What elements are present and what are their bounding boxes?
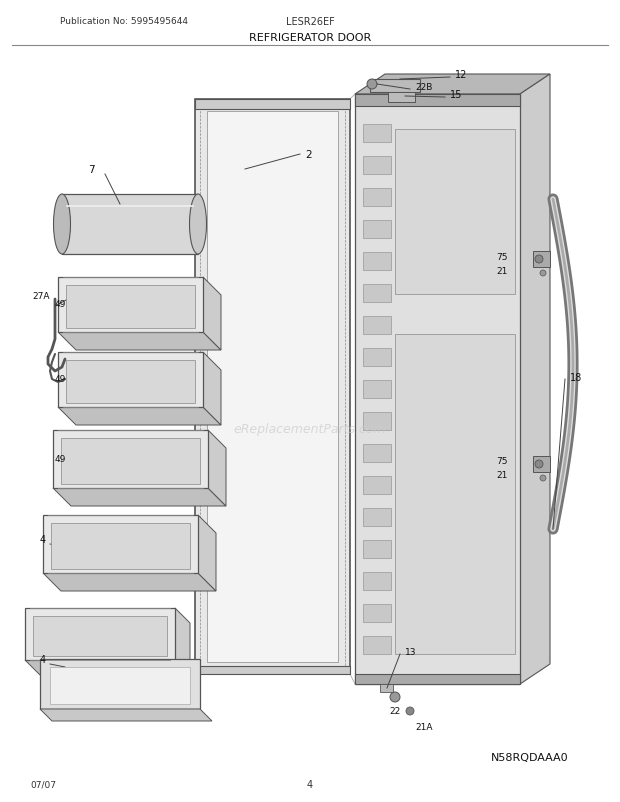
Polygon shape [395,130,515,294]
Polygon shape [203,353,221,426]
Ellipse shape [190,195,206,255]
Polygon shape [58,407,221,426]
Text: 15: 15 [450,90,463,100]
Circle shape [367,80,377,90]
Polygon shape [363,573,391,590]
Text: 22B: 22B [415,83,432,91]
Text: 4: 4 [307,779,313,789]
Circle shape [535,256,543,264]
Text: 21: 21 [497,471,508,480]
Polygon shape [533,456,550,472]
Polygon shape [388,93,415,103]
Text: 18: 18 [570,373,582,383]
Polygon shape [363,636,391,654]
Polygon shape [363,444,391,463]
Polygon shape [43,516,198,573]
Polygon shape [363,188,391,207]
Polygon shape [520,75,550,684]
Polygon shape [203,277,221,350]
Polygon shape [355,75,550,95]
Polygon shape [395,334,515,654]
Polygon shape [25,660,190,675]
Text: 12: 12 [455,70,467,80]
Text: 22: 22 [389,707,401,715]
Polygon shape [363,541,391,558]
Polygon shape [66,361,195,403]
Text: 49: 49 [55,455,66,464]
Polygon shape [198,516,216,591]
Polygon shape [40,709,212,721]
Text: 49: 49 [55,300,66,309]
Text: 4: 4 [40,654,46,664]
Text: N58RQDAAA0: N58RQDAAA0 [491,752,569,762]
Polygon shape [58,277,203,333]
Text: 13: 13 [405,648,417,657]
Polygon shape [208,431,226,506]
Text: 7: 7 [89,164,95,175]
Polygon shape [363,125,391,143]
Polygon shape [363,380,391,399]
Polygon shape [363,349,391,367]
Text: 75: 75 [496,457,508,466]
Polygon shape [363,508,391,526]
Polygon shape [363,221,391,239]
Polygon shape [363,317,391,334]
Polygon shape [62,195,198,255]
Polygon shape [58,333,221,350]
Circle shape [390,692,400,702]
Text: 21A: 21A [415,723,433,731]
Polygon shape [207,111,338,662]
Polygon shape [363,476,391,494]
Text: eReplacementParts.com: eReplacementParts.com [234,423,386,436]
Text: 2: 2 [305,150,312,160]
Text: 4: 4 [40,534,46,545]
Polygon shape [61,439,200,484]
Polygon shape [195,666,350,674]
Polygon shape [363,604,391,622]
Text: LESR26EF: LESR26EF [286,17,334,27]
Polygon shape [380,684,393,692]
Text: Publication No: 5995495644: Publication No: 5995495644 [60,18,188,26]
Polygon shape [195,100,350,674]
Circle shape [535,460,543,468]
Text: 27A: 27A [32,292,50,301]
Polygon shape [355,674,520,684]
Polygon shape [355,95,520,107]
Polygon shape [51,524,190,569]
Polygon shape [363,253,391,270]
Polygon shape [58,353,203,407]
Polygon shape [370,80,420,93]
Text: 07/07: 07/07 [30,780,56,788]
Polygon shape [53,431,208,488]
Polygon shape [195,100,350,110]
Circle shape [406,707,414,715]
Polygon shape [43,573,216,591]
Polygon shape [175,608,190,675]
Polygon shape [25,608,175,660]
Text: REFRIGERATOR DOOR: REFRIGERATOR DOOR [249,33,371,43]
Text: 75: 75 [496,253,508,262]
Polygon shape [66,286,195,329]
Ellipse shape [53,195,71,255]
Polygon shape [363,285,391,302]
Polygon shape [363,412,391,431]
Text: 21: 21 [497,267,508,276]
Circle shape [540,270,546,277]
Circle shape [540,476,546,481]
Polygon shape [533,252,550,268]
Polygon shape [50,667,190,704]
Text: 49: 49 [55,375,66,384]
Polygon shape [33,616,167,656]
Polygon shape [363,157,391,175]
Polygon shape [40,659,200,709]
Polygon shape [53,488,226,506]
Polygon shape [355,95,520,684]
